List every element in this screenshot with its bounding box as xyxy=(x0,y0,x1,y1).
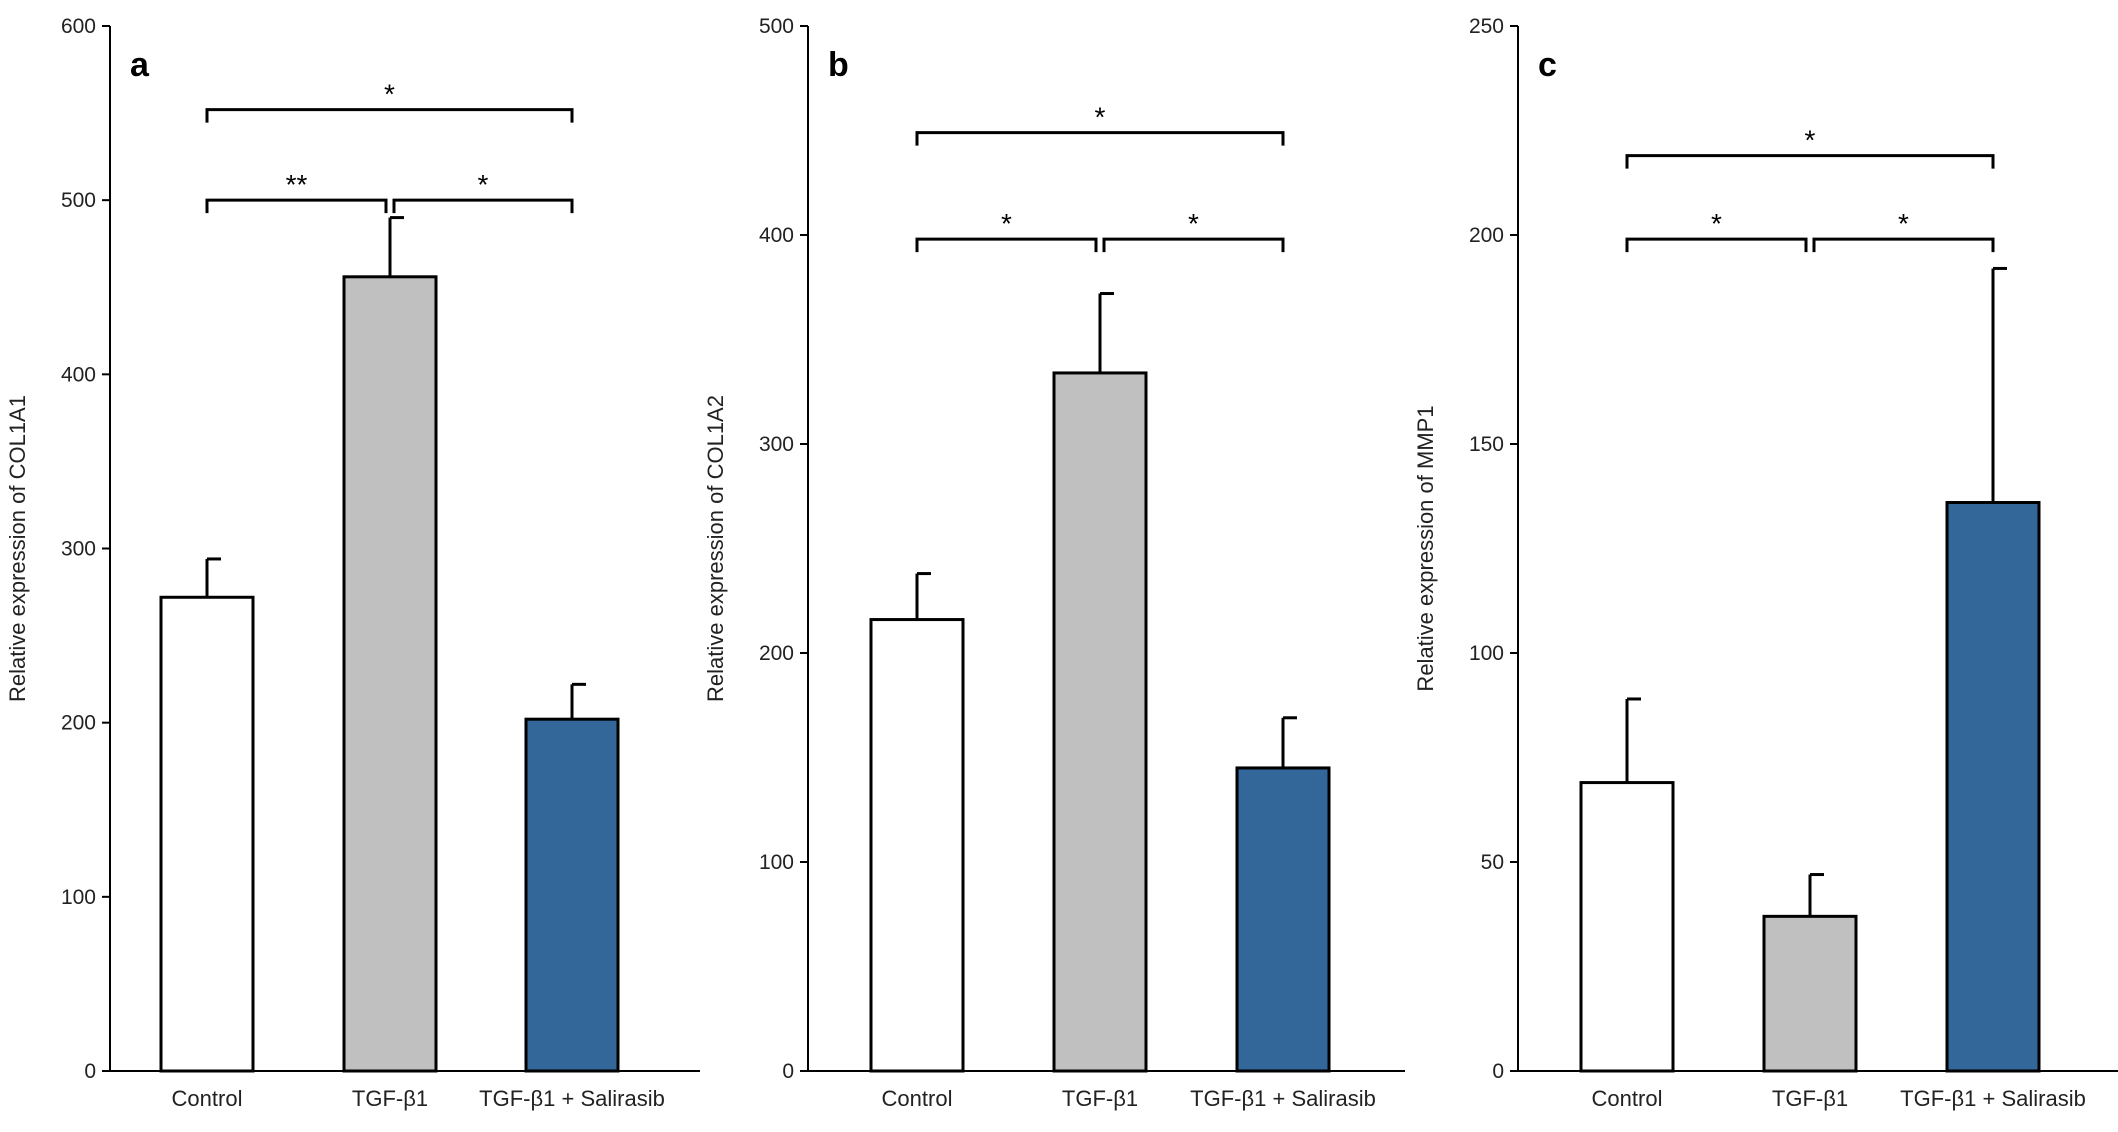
panel-letter-b: b xyxy=(828,46,849,84)
y-axis-title-c: Relative expression of MMP1 xyxy=(1413,405,1438,691)
category-label: TGF-β1 xyxy=(1062,1086,1138,1111)
y-tick-label: 600 xyxy=(61,15,96,38)
significance-label: * xyxy=(1898,208,1909,239)
significance-label: * xyxy=(1188,208,1199,239)
y-tick-label: 500 xyxy=(759,15,794,38)
bar-a-0 xyxy=(159,595,255,1073)
significance-label: ** xyxy=(286,169,308,200)
bar-b-0 xyxy=(869,618,965,1073)
y-tick-label: 300 xyxy=(759,433,794,456)
bar-a-2 xyxy=(524,717,620,1073)
significance-label: * xyxy=(478,169,489,200)
panel-letter-a: a xyxy=(130,46,150,84)
significance-label: * xyxy=(1711,208,1722,239)
category-label: TGF-β1 xyxy=(352,1086,428,1111)
significance-bracket xyxy=(1625,237,1808,253)
significance-bracket xyxy=(915,237,1098,253)
y-tick-label: 200 xyxy=(759,642,794,665)
category-label: Control xyxy=(172,1086,243,1111)
y-tick-label: 400 xyxy=(61,363,96,386)
significance-bracket xyxy=(205,198,388,214)
y-tick-label: 200 xyxy=(1469,224,1504,247)
significance-label: * xyxy=(1001,208,1012,239)
y-tick-label: 100 xyxy=(61,886,96,909)
bar-a-1 xyxy=(342,275,438,1073)
significance-label: * xyxy=(1095,102,1106,133)
y-axis-title-a: Relative expression of COL1A1 xyxy=(5,395,30,702)
y-tick-label: 0 xyxy=(84,1060,96,1083)
significance-bracket xyxy=(1102,237,1285,253)
y-tick-label: 50 xyxy=(1481,851,1504,874)
y-tick-label: 100 xyxy=(1469,642,1504,665)
y-tick-label: 0 xyxy=(782,1060,794,1083)
y-tick-label: 300 xyxy=(61,538,96,561)
category-label: TGF-β1 xyxy=(1772,1086,1848,1111)
y-tick-label: 500 xyxy=(61,189,96,212)
category-label: TGF-β1 + Salirasib xyxy=(479,1086,665,1111)
significance-bracket xyxy=(1812,237,1995,253)
y-tick-label: 200 xyxy=(61,712,96,735)
significance-label: * xyxy=(1805,125,1816,156)
panel-letter-c: c xyxy=(1538,46,1557,84)
significance-bracket xyxy=(392,198,574,214)
bar-c-1 xyxy=(1762,914,1858,1073)
category-label: TGF-β1 + Salirasib xyxy=(1900,1086,2086,1111)
category-label: TGF-β1 + Salirasib xyxy=(1190,1086,1376,1111)
y-tick-label: 400 xyxy=(759,224,794,247)
bar-c-0 xyxy=(1579,781,1675,1073)
y-tick-label: 250 xyxy=(1469,15,1504,38)
y-tick-label: 150 xyxy=(1469,433,1504,456)
category-label: Control xyxy=(1592,1086,1663,1111)
significance-bracket xyxy=(205,108,574,123)
significance-label: * xyxy=(384,79,395,110)
significance-bracket xyxy=(1625,154,1995,169)
bar-b-2 xyxy=(1235,766,1331,1073)
y-axis-title-b: Relative expression of COL1A2 xyxy=(703,395,728,702)
bar-b-1 xyxy=(1052,371,1148,1073)
y-tick-label: 100 xyxy=(759,851,794,874)
significance-bracket xyxy=(915,131,1285,146)
category-label: Control xyxy=(882,1086,953,1111)
bar-c-2 xyxy=(1945,501,2041,1073)
y-tick-label: 0 xyxy=(1492,1060,1504,1083)
